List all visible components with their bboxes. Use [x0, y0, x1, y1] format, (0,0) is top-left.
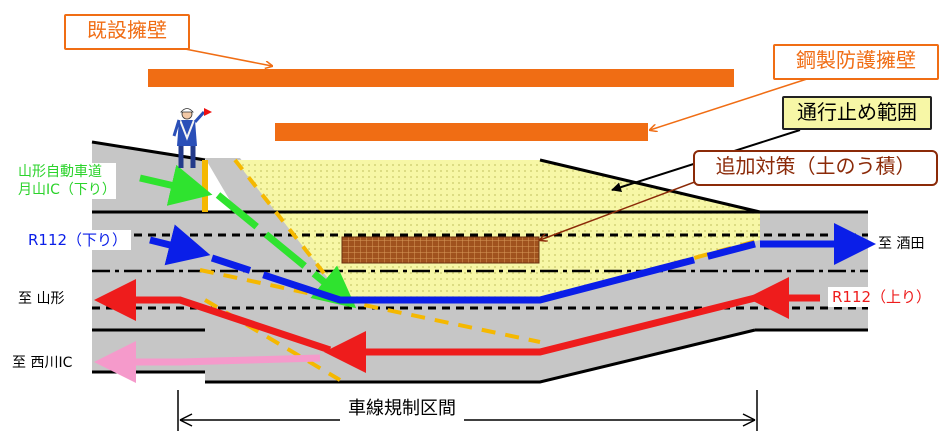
callout-steel-wall: 鋼製防護擁壁 [773, 44, 939, 80]
callout-closure-area-text: 通行止め範囲 [797, 100, 917, 124]
blue-arrow-path [210, 240, 756, 304]
label-to-yamagata-text: 至 山形 [18, 291, 65, 307]
callout-closure-area: 通行止め範囲 [782, 96, 932, 130]
steel-protective-wall [275, 123, 648, 141]
label-to-nishikawa-text: 至 西川IC [12, 355, 73, 371]
green-arrow-entry [139, 164, 213, 206]
label-r112-down: R112（下り） [24, 230, 132, 250]
dimension-line [177, 390, 758, 431]
red-arrow-lower [324, 294, 756, 373]
leader-steel-wall [650, 77, 811, 130]
leader-existing-wall [179, 47, 272, 66]
callout-additional-measure: 追加対策（土のう積） [693, 150, 938, 186]
label-expressway: 山形自動車道 月山IC（下り） [18, 163, 116, 199]
label-to-nishikawa: 至 西川IC [12, 353, 72, 373]
red-arrow-to-yamagata [94, 279, 332, 354]
closure-area [235, 160, 760, 300]
label-restriction-section-text: 車線規制区間 [348, 398, 456, 419]
flagman-icon [172, 108, 212, 168]
callout-existing-wall: 既設擁壁 [64, 14, 190, 50]
label-r112-down-text: R112（下り） [28, 231, 128, 249]
blue-arrow-entry [149, 224, 211, 266]
pink-arrow-to-nishikawa [94, 341, 321, 383]
lane-dashes-black [92, 233, 868, 310]
callout-additional-measure-text: 追加対策（土のう積） [715, 154, 916, 178]
label-to-sakata: 至 酒田 [878, 234, 924, 254]
green-arrow-ramp [215, 192, 357, 309]
callout-steel-wall-text: 鋼製防護擁壁 [796, 48, 916, 72]
leader-sandbag [540, 179, 701, 240]
existing-retaining-wall [148, 69, 734, 87]
label-r112-up-text: R112（上り） [832, 288, 932, 306]
label-restriction-section: 車線規制区間 [340, 397, 464, 421]
traffic-arrows [94, 164, 876, 383]
label-to-sakata-text: 至 酒田 [878, 236, 925, 252]
label-expressway-line2: 月山IC（下り） [18, 182, 116, 198]
sandbag-block [341, 236, 540, 264]
label-r112-up: R112（上り） [828, 287, 936, 307]
label-expressway-line1: 山形自動車道 [18, 164, 102, 180]
callout-existing-wall-text: 既設擁壁 [87, 18, 167, 42]
label-to-yamagata: 至 山形 [18, 289, 64, 309]
